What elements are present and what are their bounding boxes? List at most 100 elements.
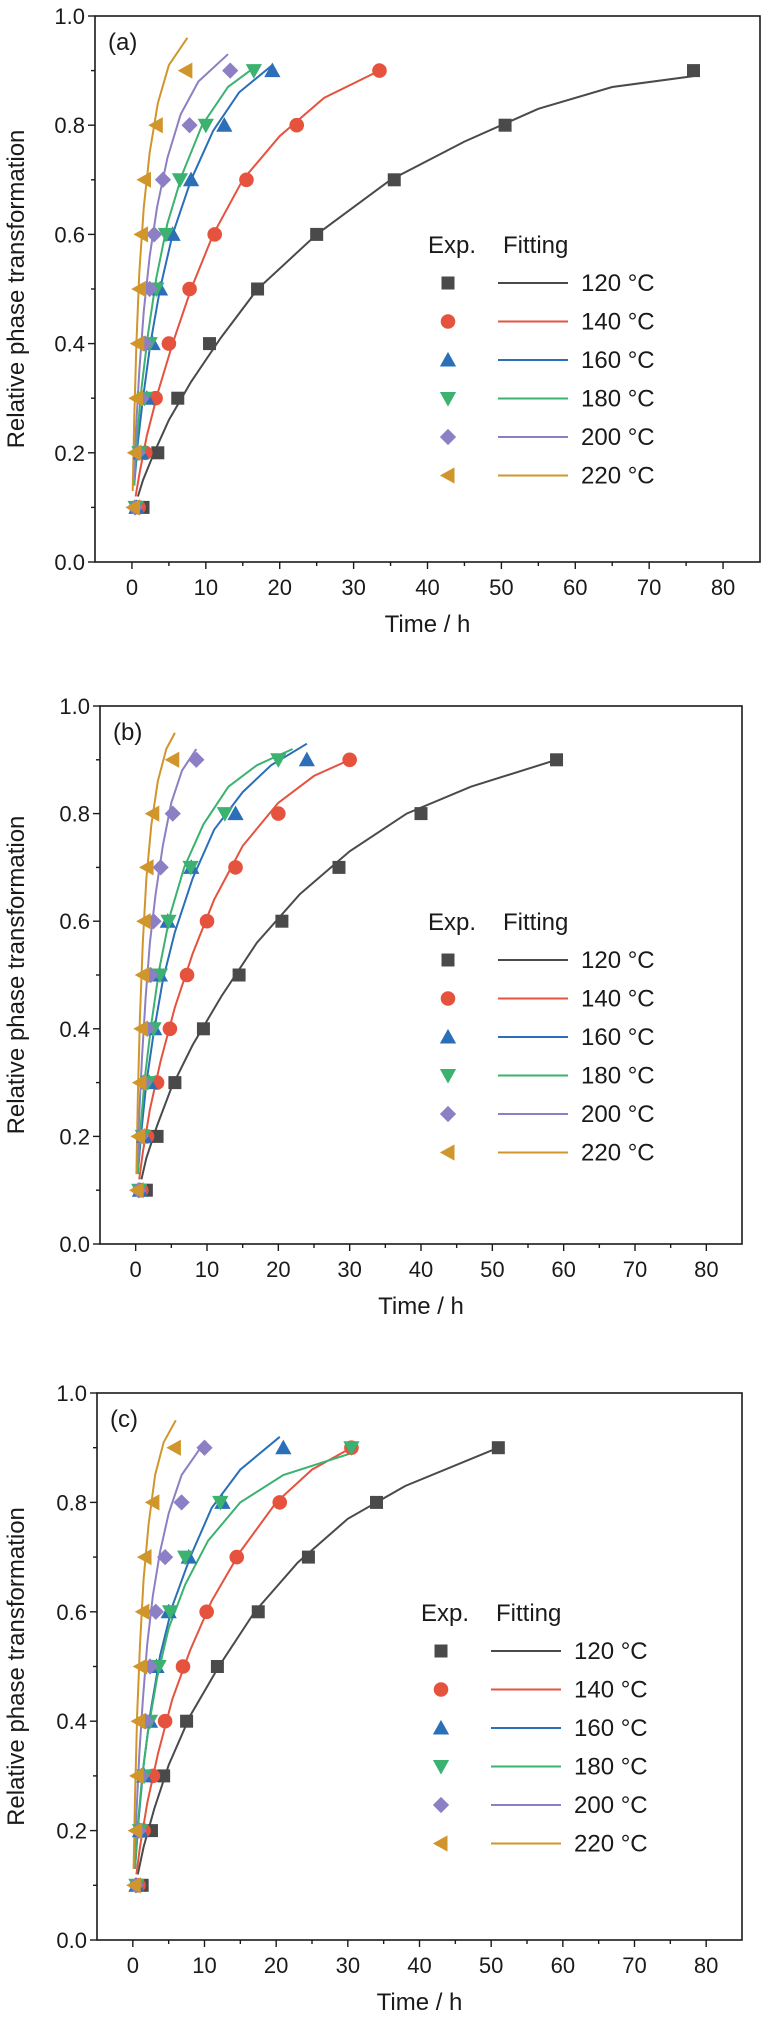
plot-frame xyxy=(96,1392,743,1941)
legend-marker-140 xyxy=(440,314,456,329)
legend-marker-120 xyxy=(441,953,455,967)
data-point-120 xyxy=(232,968,246,982)
data-point-140 xyxy=(207,227,222,242)
data-point-120 xyxy=(387,173,401,187)
legend-marker-180 xyxy=(432,1760,450,1775)
data-point-220 xyxy=(166,1439,181,1456)
data-point-180 xyxy=(161,1605,179,1620)
data-point-200 xyxy=(188,751,205,768)
legend-marker-200 xyxy=(439,1105,457,1123)
legend-marker-180 xyxy=(439,392,457,407)
legend-label-120: 120 °C xyxy=(574,1638,648,1665)
data-point-220 xyxy=(130,1128,146,1145)
legend-marker-220 xyxy=(439,467,455,484)
data-point-120 xyxy=(687,64,700,78)
data-point-140 xyxy=(175,1659,191,1674)
data-point-200 xyxy=(152,859,169,876)
data-point-140 xyxy=(229,1549,245,1565)
legend-label-120: 120 °C xyxy=(581,947,655,974)
legend-label-140: 140 °C xyxy=(574,1677,648,1704)
legend-label-220: 220 °C xyxy=(574,1831,648,1858)
data-point-180 xyxy=(343,1441,360,1456)
x-tick-label: 20 xyxy=(266,1257,290,1282)
y-axis-label: Relative phase transformation xyxy=(3,130,30,449)
legend-label-160: 160 °C xyxy=(574,1715,648,1742)
legend-label-160: 160 °C xyxy=(581,347,655,374)
data-point-200 xyxy=(222,62,239,79)
data-point-160 xyxy=(298,751,315,767)
legend-marker-220 xyxy=(432,1835,448,1852)
x-tick-label: 30 xyxy=(341,575,365,600)
data-point-220 xyxy=(125,499,140,516)
data-point-160 xyxy=(182,171,200,187)
x-tick-label: 0 xyxy=(126,575,138,600)
data-point-180 xyxy=(182,860,199,876)
legend-label-180: 180 °C xyxy=(574,1754,648,1781)
data-point-160 xyxy=(216,117,233,132)
data-point-220 xyxy=(127,1822,143,1839)
legend-header-fitting: Fitting xyxy=(496,1600,561,1627)
data-point-120 xyxy=(168,1076,182,1090)
y-tick-label: 0.2 xyxy=(56,1819,87,1844)
data-point-120 xyxy=(550,753,564,767)
x-tick-label: 10 xyxy=(195,1257,219,1282)
data-point-220 xyxy=(130,1713,146,1730)
y-axis-label: Relative phase transformation xyxy=(3,1507,30,1826)
x-axis-label: Time / h xyxy=(378,1293,464,1320)
fit-curve-220 xyxy=(132,1419,177,1869)
y-tick-label: 0.4 xyxy=(56,1709,87,1734)
x-tick-label: 80 xyxy=(711,575,735,600)
x-tick-label: 60 xyxy=(563,575,587,600)
x-tick-label: 20 xyxy=(264,1953,288,1978)
y-tick-label: 0.6 xyxy=(59,909,90,934)
panel-label: (c) xyxy=(110,1406,138,1433)
legend-label-180: 180 °C xyxy=(581,1063,655,1090)
y-tick-label: 0.8 xyxy=(56,1490,87,1515)
legend-marker-160 xyxy=(439,351,457,367)
data-point-140 xyxy=(161,336,177,351)
x-tick-label: 50 xyxy=(479,1953,503,1978)
data-point-200 xyxy=(145,226,163,243)
data-point-220 xyxy=(144,1494,160,1511)
data-point-180 xyxy=(197,118,214,134)
legend-label-200: 200 °C xyxy=(581,1101,655,1128)
y-tick-label: 0.2 xyxy=(54,441,85,466)
data-point-220 xyxy=(128,390,143,407)
data-point-200 xyxy=(173,1494,190,1511)
data-point-140 xyxy=(199,1604,214,1620)
fit-curve-140 xyxy=(138,758,351,1180)
legend-label-140: 140 °C xyxy=(581,986,655,1013)
data-point-120 xyxy=(498,118,512,132)
fit-curve-160 xyxy=(136,742,308,1175)
fit-curve-120 xyxy=(136,1446,499,1875)
data-point-220 xyxy=(128,1182,144,1199)
data-point-220 xyxy=(129,1767,144,1785)
data-point-180 xyxy=(212,1495,229,1511)
data-point-140 xyxy=(228,860,243,875)
data-point-180 xyxy=(270,753,287,768)
y-tick-label: 0.0 xyxy=(59,1232,90,1257)
data-point-140 xyxy=(162,1021,178,1037)
legend-header-exp: Exp. xyxy=(421,1600,469,1627)
legend-label-200: 200 °C xyxy=(574,1792,648,1819)
x-tick-label: 10 xyxy=(192,1953,216,1978)
y-tick-label: 0.4 xyxy=(54,332,85,357)
data-point-220 xyxy=(133,1020,148,1037)
legend-label-200: 200 °C xyxy=(581,424,655,451)
data-point-220 xyxy=(133,226,149,243)
data-point-120 xyxy=(196,1022,210,1036)
legend-marker-220 xyxy=(439,1144,455,1161)
x-tick-label: 20 xyxy=(267,575,291,600)
legend-header-fitting: Fitting xyxy=(503,232,568,259)
fit-curve-220 xyxy=(135,732,176,1175)
data-point-180 xyxy=(245,64,262,79)
data-point-120 xyxy=(203,337,217,351)
y-tick-label: 0.4 xyxy=(59,1017,90,1042)
legend-label-140: 140 °C xyxy=(581,309,655,336)
x-tick-label: 50 xyxy=(489,575,513,600)
y-axis-label: Relative phase transformation xyxy=(3,816,30,1135)
chart-panel-2: 0 10 20 30 40 50 60 70 80 0.0 0.2 0.4 0.6 0.8 1.0 Time … xyxy=(3,694,743,1320)
data-point-220 xyxy=(132,1658,148,1675)
x-tick-label: 50 xyxy=(480,1257,504,1282)
